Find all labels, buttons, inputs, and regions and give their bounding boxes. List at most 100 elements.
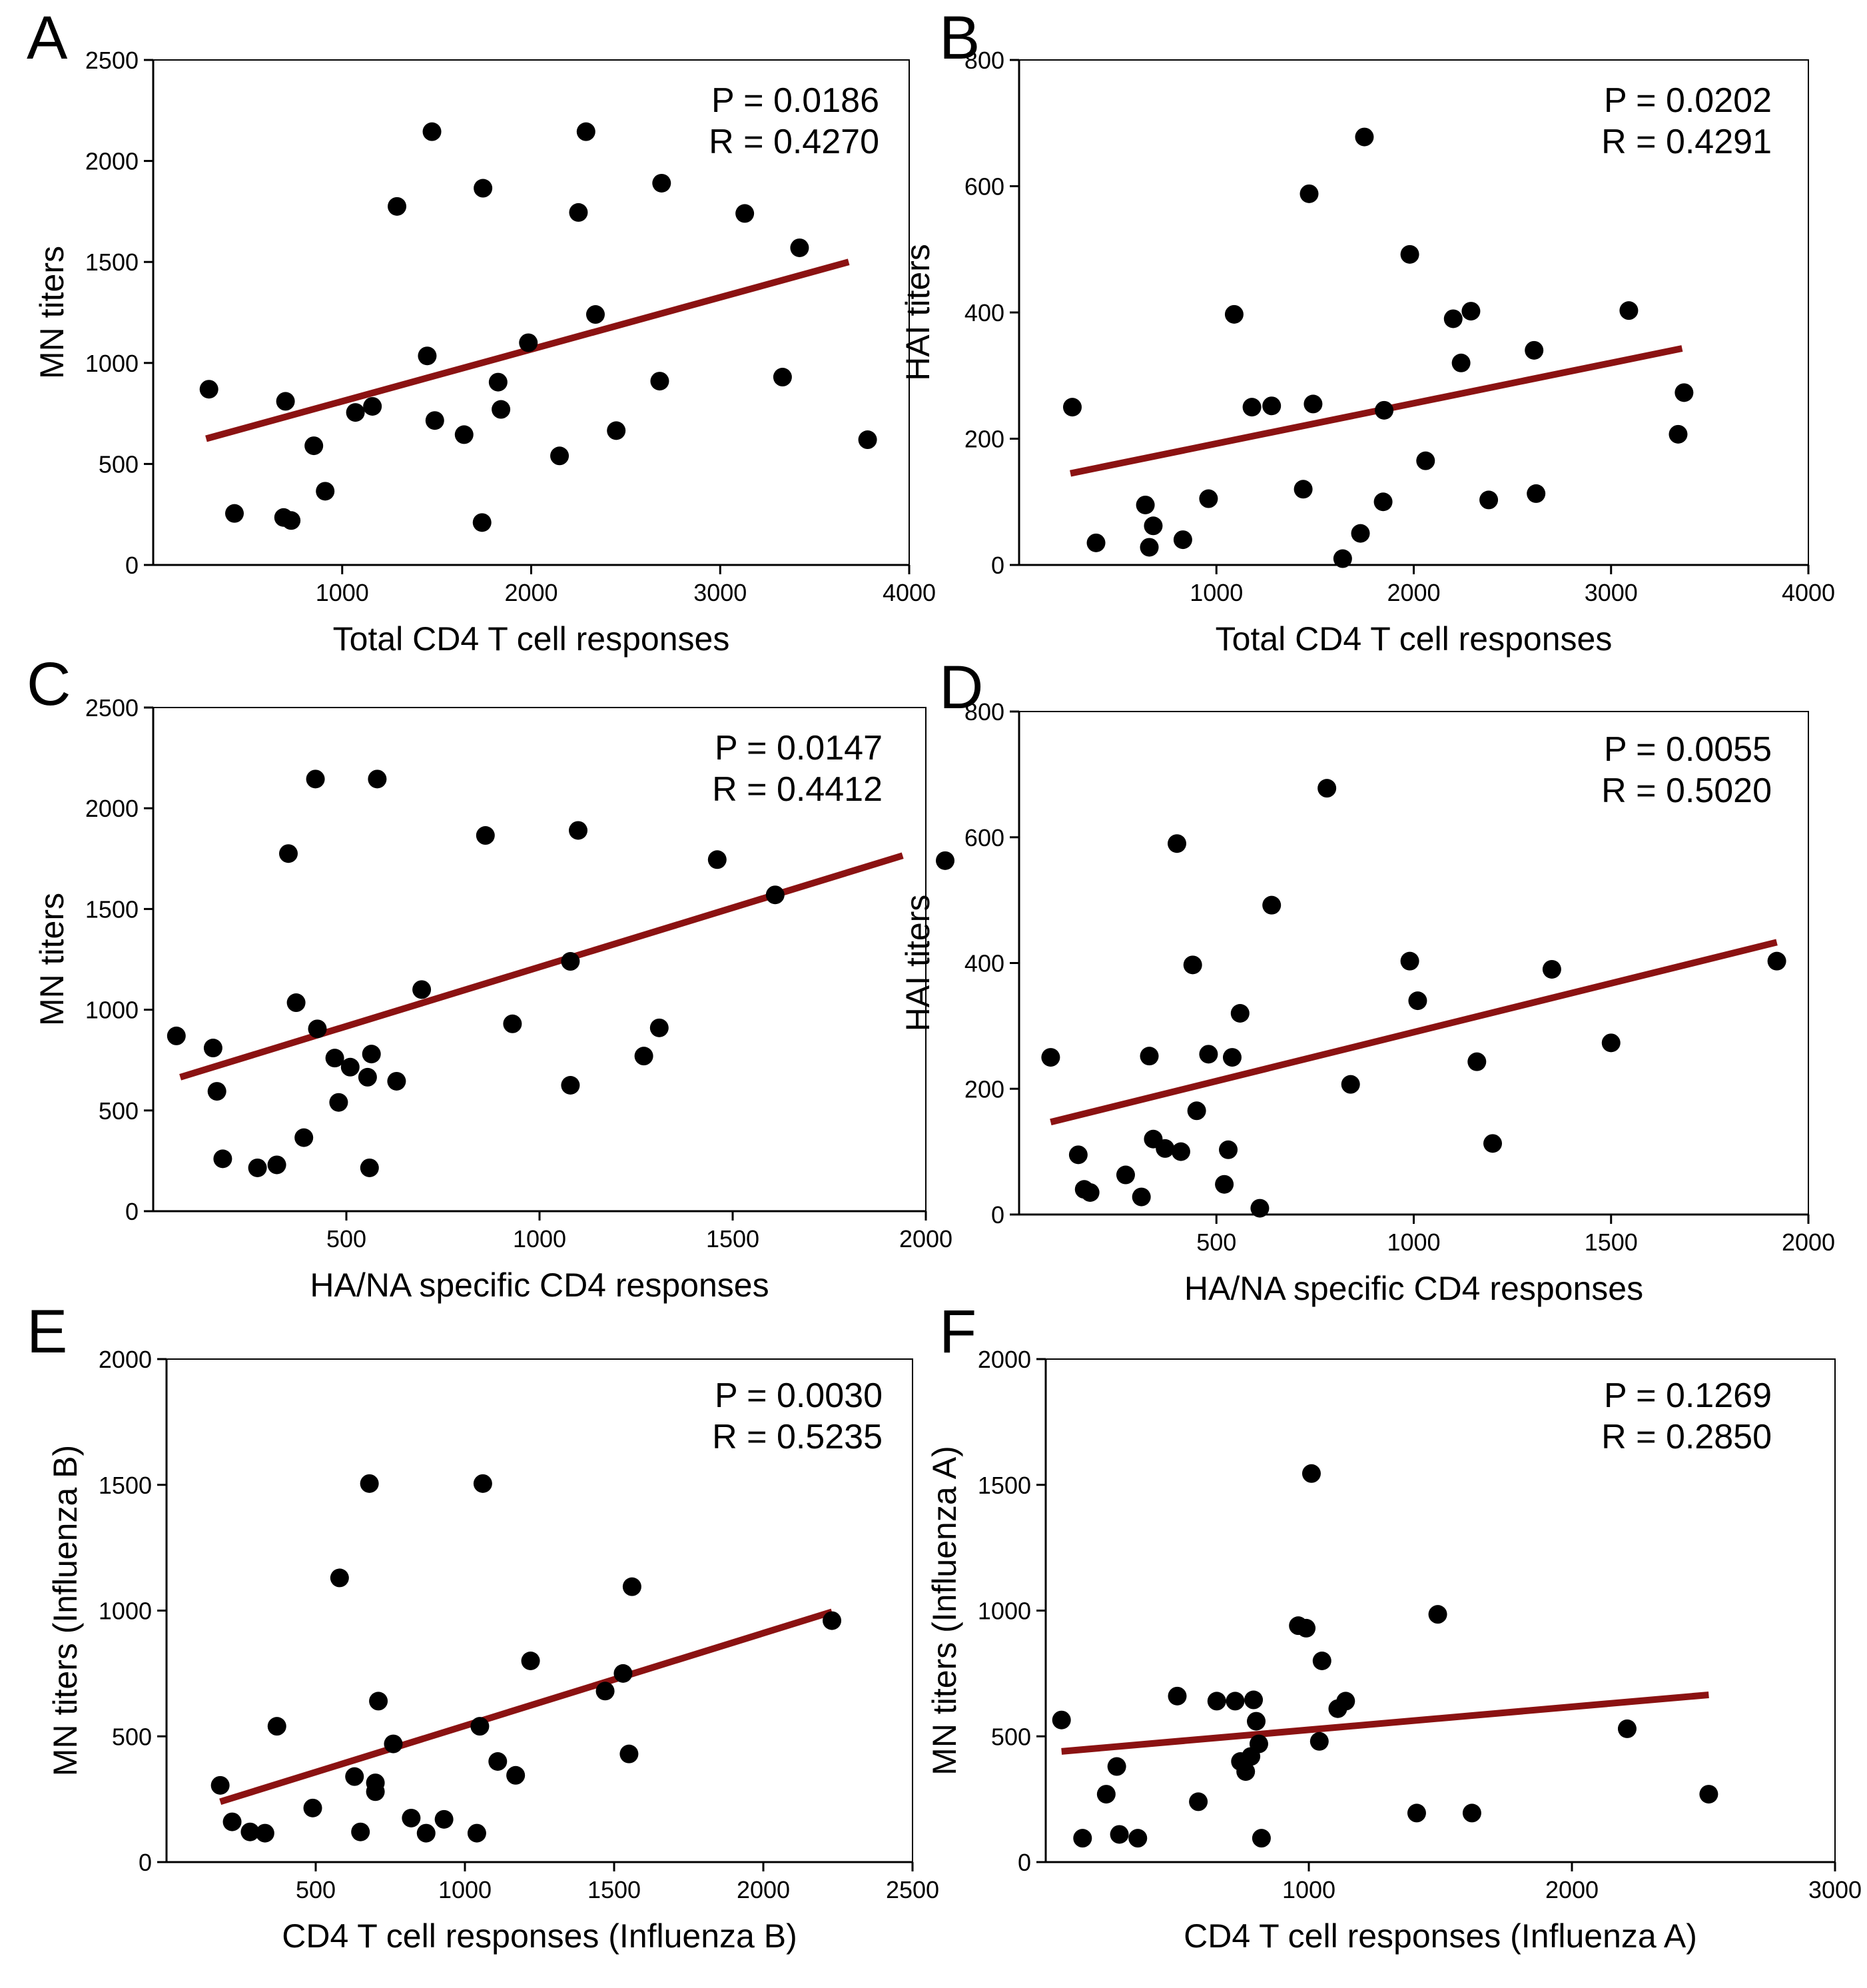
- data-point: [1416, 451, 1435, 470]
- y-tick-label: 0: [139, 1849, 152, 1876]
- data-point: [619, 1744, 639, 1763]
- data-point: [213, 1149, 232, 1169]
- data-point: [595, 1682, 615, 1701]
- data-point: [472, 513, 492, 532]
- data-point: [303, 1798, 322, 1817]
- data-point: [412, 980, 432, 999]
- x-tick-label: 1500: [706, 1225, 759, 1252]
- data-point: [1144, 516, 1163, 536]
- data-point: [936, 851, 954, 870]
- data-point: [561, 952, 580, 971]
- regression-line: [219, 1608, 833, 1805]
- data-point: [1333, 549, 1352, 568]
- p-value: P = 0.0186: [711, 81, 879, 120]
- y-axis-title: MN titers: [33, 893, 71, 1026]
- data-point: [422, 122, 442, 141]
- x-tick-label: 2500: [886, 1876, 939, 1903]
- data-point: [368, 769, 387, 789]
- data-point: [1262, 396, 1282, 416]
- data-point: [1128, 1829, 1148, 1848]
- data-point: [1116, 1165, 1135, 1185]
- y-tick-label: 500: [99, 450, 139, 478]
- x-tick-label: 3000: [1808, 1876, 1862, 1903]
- data-point: [506, 1765, 526, 1785]
- data-point: [351, 1822, 370, 1841]
- data-point: [1300, 184, 1319, 203]
- data-point: [1400, 951, 1419, 971]
- y-tick-label: 2500: [85, 47, 139, 74]
- data-point: [1317, 779, 1337, 798]
- x-axis-title: Total CD4 T cell responses: [1216, 620, 1613, 658]
- p-value: P = 0.0030: [715, 1376, 883, 1415]
- x-tick-label: 2000: [737, 1876, 790, 1903]
- data-point: [765, 885, 785, 905]
- data-point: [476, 826, 495, 845]
- data-point: [1132, 1187, 1151, 1207]
- y-axis-title: MN titers: [33, 246, 71, 379]
- data-point: [225, 504, 244, 523]
- y-tick-label: 1500: [85, 895, 139, 923]
- panel-letter: C: [27, 650, 71, 718]
- x-tick-label: 1500: [1585, 1229, 1638, 1256]
- panel-letter: E: [27, 1298, 67, 1366]
- data-point: [384, 1734, 403, 1753]
- data-point: [1249, 1734, 1268, 1753]
- data-point: [1236, 1762, 1256, 1781]
- x-tick-label: 1000: [1387, 1229, 1440, 1256]
- data-point: [607, 421, 626, 440]
- data-point: [267, 1717, 286, 1736]
- y-tick-label: 0: [991, 552, 1004, 579]
- y-tick-label: 1000: [85, 997, 139, 1024]
- data-point: [1171, 1142, 1190, 1161]
- data-point: [650, 372, 669, 391]
- data-point: [434, 1809, 454, 1829]
- data-point: [1619, 301, 1639, 320]
- y-tick-label: 2000: [85, 148, 139, 175]
- x-axis-title: HA/NA specific CD4 responses: [310, 1266, 769, 1304]
- data-point: [1262, 895, 1282, 915]
- data-point: [613, 1664, 633, 1683]
- data-point: [325, 1049, 344, 1068]
- data-point: [330, 1568, 349, 1588]
- panel-e: E P = 0.0030 R = 0.5235 0 500 1000 1500 2000…: [27, 1298, 939, 1955]
- data-point: [1527, 484, 1546, 503]
- x-tick-label: 2000: [899, 1225, 952, 1252]
- x-axis-title: HA/NA specific CD4 responses: [1184, 1270, 1643, 1307]
- data-point: [649, 1018, 669, 1037]
- data-point: [304, 436, 324, 456]
- data-point: [1302, 1464, 1321, 1483]
- data-point: [1242, 398, 1262, 417]
- data-point: [1341, 1075, 1360, 1094]
- y-tick-label: 0: [125, 552, 139, 579]
- data-point: [1219, 1140, 1238, 1159]
- y-tick-label: 500: [991, 1723, 1031, 1750]
- data-point: [222, 1812, 242, 1831]
- x-tick-label: 1000: [513, 1225, 566, 1252]
- data-point: [1199, 489, 1218, 508]
- data-point: [1483, 1134, 1502, 1153]
- data-point: [387, 1071, 406, 1091]
- data-point: [569, 821, 587, 840]
- data-point: [1542, 959, 1561, 979]
- data-point: [366, 1773, 385, 1793]
- y-axis-title: HAI titers: [899, 244, 936, 381]
- data-point: [1461, 302, 1481, 321]
- data-point: [1462, 1803, 1481, 1823]
- x-tick-label: 1000: [1282, 1876, 1335, 1903]
- y-tick-label: 1500: [978, 1472, 1031, 1499]
- data-point: [207, 1082, 226, 1101]
- data-point: [550, 446, 569, 466]
- y-tick-label: 0: [991, 1201, 1004, 1229]
- x-tick-label: 1500: [587, 1876, 641, 1903]
- x-tick-label: 3000: [693, 579, 747, 606]
- data-point: [1669, 424, 1688, 444]
- data-point: [1230, 1004, 1250, 1023]
- data-point: [1351, 524, 1370, 543]
- data-point: [1309, 1732, 1329, 1751]
- data-point: [316, 482, 335, 501]
- data-point: [1168, 834, 1186, 853]
- y-tick-label: 600: [964, 824, 1004, 851]
- data-point: [1110, 1825, 1129, 1844]
- y-tick-label: 200: [964, 1075, 1004, 1103]
- panel-letter: D: [939, 654, 983, 722]
